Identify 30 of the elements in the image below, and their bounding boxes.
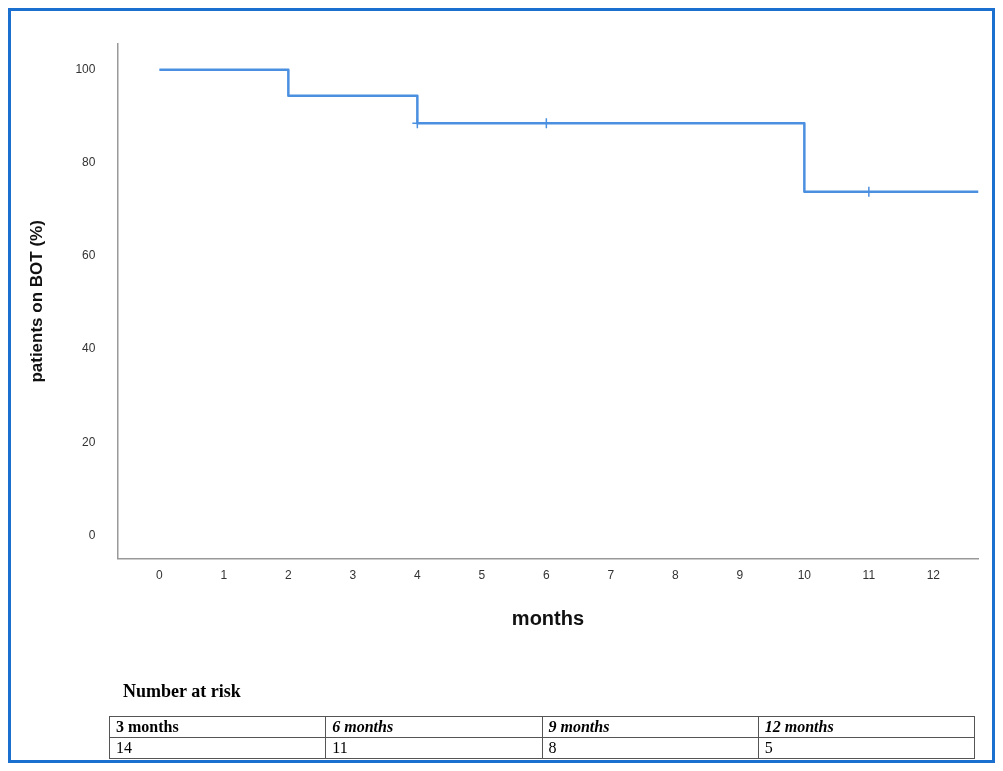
text: 9 months [542, 716, 759, 738]
y-tick-label: 40 [82, 341, 96, 356]
text: 14 [109, 737, 326, 759]
y-axis-title: patients on BOT (%) [26, 220, 46, 383]
x-tick-label: 9 [736, 568, 744, 583]
x-tick-label: 1 [220, 568, 228, 583]
x-tick-label: 7 [607, 568, 615, 583]
text: 6 months [325, 716, 542, 738]
text: Number at risk [123, 681, 241, 702]
x-tick-label: 3 [349, 568, 357, 583]
x-tick-label: 12 [926, 568, 941, 583]
text: 11 [325, 737, 542, 759]
x-tick-label: 8 [672, 568, 680, 583]
y-tick-label: 80 [82, 155, 96, 170]
y-tick-label: 100 [75, 62, 96, 77]
x-tick-label: 4 [414, 568, 421, 583]
x-tick-label: 0 [156, 568, 163, 583]
x-tick-label: 5 [478, 568, 486, 583]
x-tick-label: 6 [543, 568, 550, 583]
x-tick-label: 10 [797, 568, 812, 583]
text: 3 months [109, 716, 326, 738]
y-tick-label: 20 [82, 434, 96, 449]
text: 5 [758, 737, 975, 759]
y-tick-label: 0 [88, 527, 96, 542]
x-axis-title: months [511, 606, 585, 629]
x-tick-label: 2 [285, 568, 292, 583]
text: 8 [542, 737, 759, 759]
y-tick-label: 60 [82, 248, 96, 263]
text: 12 months [758, 716, 975, 738]
x-tick-label: 11 [862, 568, 876, 583]
